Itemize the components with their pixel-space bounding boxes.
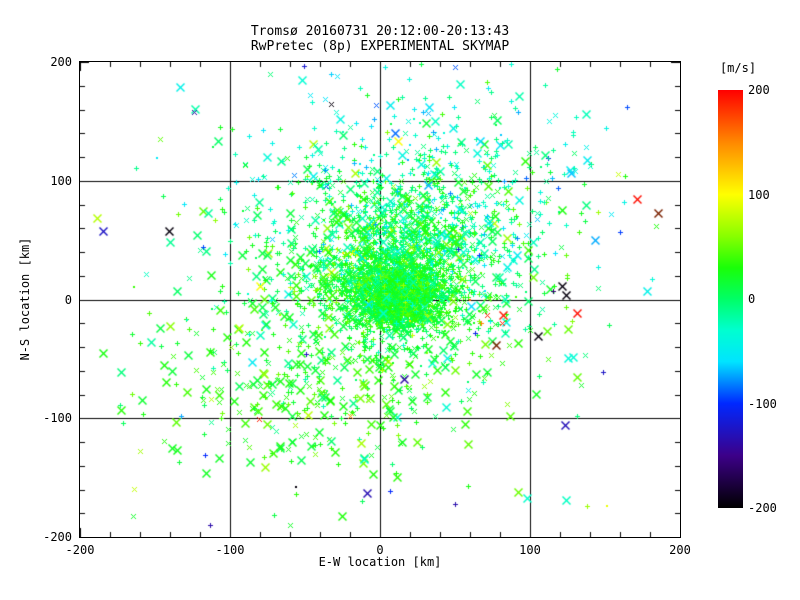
colorbar-title: [m/s] [719, 61, 757, 75]
colorbar-tick-label: -100 [748, 396, 777, 411]
plot-area [79, 61, 681, 538]
figure-subtitle: RwPretec (8p) EXPERIMENTAL SKYMAP [250, 39, 510, 54]
colorbar-tick-label: 200 [748, 83, 770, 97]
x-tick-label: 200 [669, 543, 691, 557]
y-tick-label: 0 [64, 292, 72, 307]
y-tick-label: -100 [43, 411, 72, 426]
y-tick-label: 100 [50, 173, 72, 188]
y-tick-label: 200 [50, 55, 72, 69]
scatter-canvas [80, 62, 680, 537]
colorbar-tick-label: 100 [748, 187, 770, 202]
x-tick-label: -100 [215, 543, 245, 557]
x-tick-label: -200 [65, 543, 95, 557]
colorbar [718, 90, 743, 508]
figure-title: Tromsø 20160731 20:12:00-20:13:43 [250, 24, 510, 39]
x-tick-label: 100 [519, 543, 541, 557]
colorbar-tick-label: -200 [748, 501, 777, 515]
x-tick-label: 0 [376, 543, 384, 557]
colorbar-tick-label: 0 [748, 292, 756, 306]
x-axis-title: E-W location [km] [318, 555, 442, 569]
y-tick-label: -200 [43, 530, 72, 544]
